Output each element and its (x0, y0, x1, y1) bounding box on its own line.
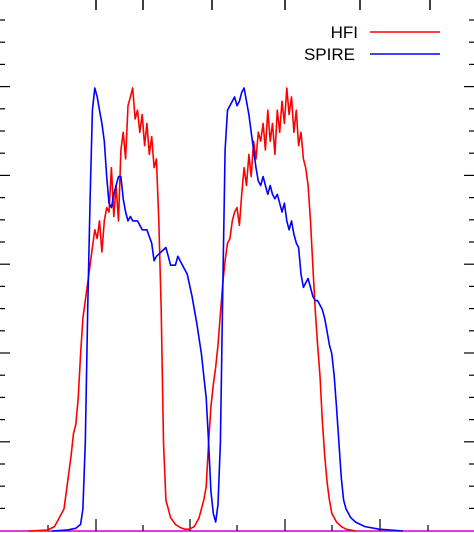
legend-label-spire: SPIRE (304, 45, 355, 64)
chart-series-lines (28, 87, 403, 532)
chart-legend: HFI SPIRE (304, 23, 440, 64)
series-line-spire (52, 87, 403, 532)
series-line-hfi (28, 87, 356, 532)
legend-label-hfi: HFI (331, 23, 358, 42)
